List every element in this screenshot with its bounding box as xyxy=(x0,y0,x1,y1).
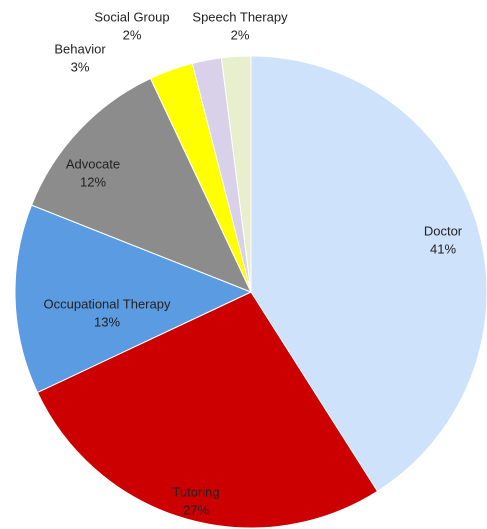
slice-label: Occupational Therapy xyxy=(44,296,171,311)
slice-label: Behavior xyxy=(54,41,106,56)
slice-label: Doctor xyxy=(424,223,463,238)
slice-value-label: 12% xyxy=(80,174,106,189)
slice-label: Tutoring xyxy=(172,484,219,499)
slice-label: Advocate xyxy=(66,156,120,171)
slice-value-label: 27% xyxy=(183,502,209,517)
slice-value-label: 2% xyxy=(123,27,142,42)
pie-slice xyxy=(220,55,252,293)
slice-value-label: 3% xyxy=(71,59,90,74)
slice-value-label: 2% xyxy=(231,27,250,42)
slice-label: Social Group xyxy=(94,9,169,24)
slice-value-label: 41% xyxy=(430,241,456,256)
pie-slice xyxy=(36,291,379,529)
pie-slice xyxy=(14,204,253,394)
slice-label: Speech Therapy xyxy=(192,9,288,24)
pie-slice xyxy=(30,77,252,293)
slice-value-label: 13% xyxy=(94,314,120,329)
pie-slice xyxy=(250,55,487,492)
